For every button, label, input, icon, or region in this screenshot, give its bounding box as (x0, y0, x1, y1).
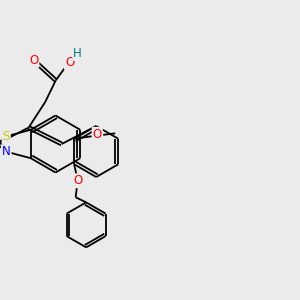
Text: O: O (93, 128, 102, 141)
Text: O: O (65, 56, 74, 69)
Text: N: N (2, 145, 11, 158)
Text: S: S (2, 130, 10, 143)
Text: H: H (73, 47, 82, 60)
Text: O: O (73, 174, 83, 187)
Text: O: O (29, 54, 38, 67)
